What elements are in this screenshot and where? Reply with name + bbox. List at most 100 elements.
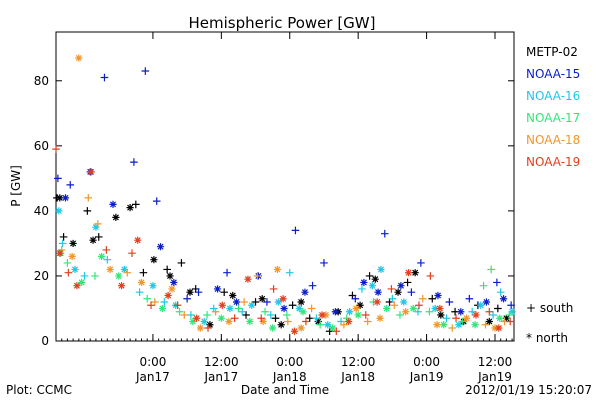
- north-marker: [68, 252, 76, 261]
- north-marker: [279, 295, 287, 303]
- x-axis-label: Date and Time: [241, 383, 329, 397]
- north-marker: [434, 291, 442, 300]
- south-marker: [123, 268, 132, 277]
- plot-timestamp: 2012/01/19 15:20:07: [465, 383, 592, 397]
- series-noaa-17: [57, 249, 514, 332]
- south-marker: [54, 174, 62, 183]
- north-marker: [149, 282, 157, 290]
- north-marker: [290, 327, 299, 335]
- plot-credit: Plot: CCMC: [6, 383, 72, 397]
- north-marker: [186, 288, 194, 296]
- north-marker: [217, 314, 225, 322]
- south-marker: [302, 317, 310, 326]
- north-marker: [55, 207, 63, 215]
- north-marker: [75, 54, 83, 62]
- south-marker: [180, 311, 189, 319]
- south-marker: [308, 281, 317, 290]
- north-marker: [502, 314, 510, 322]
- south-marker: [251, 298, 260, 306]
- north-marker: [368, 282, 377, 290]
- north-marker: [436, 304, 444, 313]
- south-marker: [396, 311, 404, 319]
- north-marker: [259, 317, 267, 326]
- south-marker: [506, 317, 514, 326]
- north-marker: [115, 272, 123, 280]
- north-marker: [376, 314, 384, 322]
- x-tick-label-date: Jan17: [135, 370, 170, 384]
- south-marker: [177, 259, 186, 267]
- south-marker: [505, 311, 514, 319]
- south-marker: [387, 285, 396, 293]
- north-marker: [98, 252, 106, 261]
- south-marker: [415, 301, 423, 310]
- south-marker: [425, 307, 434, 316]
- north-marker: [78, 278, 86, 287]
- north-marker: [397, 282, 405, 290]
- south-marker: [203, 311, 211, 319]
- north-marker: [150, 256, 158, 264]
- south-marker: [163, 265, 171, 274]
- south-marker: [458, 317, 467, 326]
- north-marker: [345, 317, 353, 326]
- north-marker: [189, 317, 197, 326]
- south-marker: [407, 288, 416, 297]
- south-marker: [147, 301, 155, 310]
- south-marker: [288, 301, 297, 310]
- south-marker: [363, 317, 372, 326]
- legend-item-noaa-17: NOAA-17: [526, 111, 580, 125]
- x-tick-label-date: Jan18: [272, 370, 307, 384]
- north-marker: [297, 324, 305, 332]
- south-marker: [489, 311, 497, 319]
- y-tick-label: 20: [34, 269, 49, 283]
- north-marker: [56, 249, 64, 257]
- north-marker: [322, 311, 330, 319]
- north-marker: [400, 298, 408, 306]
- north-marker: [246, 317, 254, 326]
- south-marker: [63, 259, 72, 267]
- north-marker: [166, 272, 174, 280]
- south-marker: [380, 229, 389, 238]
- north-marker: [274, 298, 282, 306]
- south-marker: [496, 288, 505, 297]
- x-axis: 0:00Jan1712:00Jan170:00Jan1812:00Jan180:…: [55, 32, 513, 384]
- south-marker: [83, 207, 92, 215]
- x-tick-label-time: 0:00: [139, 355, 166, 369]
- legend-item-noaa-19: NOAA-19: [526, 155, 580, 169]
- south-marker: [494, 304, 502, 313]
- series-noaa-18: [57, 54, 509, 332]
- north-marker: [482, 298, 491, 306]
- south-marker: [128, 249, 136, 257]
- north-marker: [226, 304, 234, 313]
- north-marker: [295, 304, 303, 313]
- north-marker: [299, 308, 307, 316]
- north-marker: [437, 311, 445, 319]
- south-marker: [209, 304, 218, 313]
- south-marker: [263, 298, 271, 306]
- legend: METP-02 NOAA-15 NOAA-16 NOAA-17 NOAA-18 NOAA-…: [526, 45, 580, 169]
- north-marker: [352, 304, 360, 313]
- y-tick-label: 80: [34, 74, 49, 88]
- plot-area: [55, 31, 515, 342]
- x-tick-label-time: 12:00: [204, 355, 239, 369]
- south-marker: [485, 307, 494, 316]
- north-marker: [71, 265, 79, 274]
- north-marker: [164, 291, 172, 300]
- south-marker: [84, 194, 93, 202]
- north-marker: [218, 301, 226, 309]
- south-marker: [358, 285, 366, 293]
- north-marker: [156, 243, 165, 251]
- south-marker: [223, 268, 231, 277]
- south-marker: [59, 233, 68, 241]
- north-marker: [229, 291, 237, 300]
- south-marker: [80, 272, 89, 280]
- south-marker: [234, 304, 243, 313]
- south-marker: [132, 200, 140, 209]
- north-marker: [431, 304, 439, 313]
- south-marker: [361, 311, 370, 319]
- south-marker: [465, 294, 474, 303]
- south-marker: [342, 314, 351, 323]
- north-marker: [485, 317, 493, 326]
- south-marker: [442, 314, 451, 323]
- south-marker: [173, 301, 182, 310]
- south-marker: [390, 301, 399, 310]
